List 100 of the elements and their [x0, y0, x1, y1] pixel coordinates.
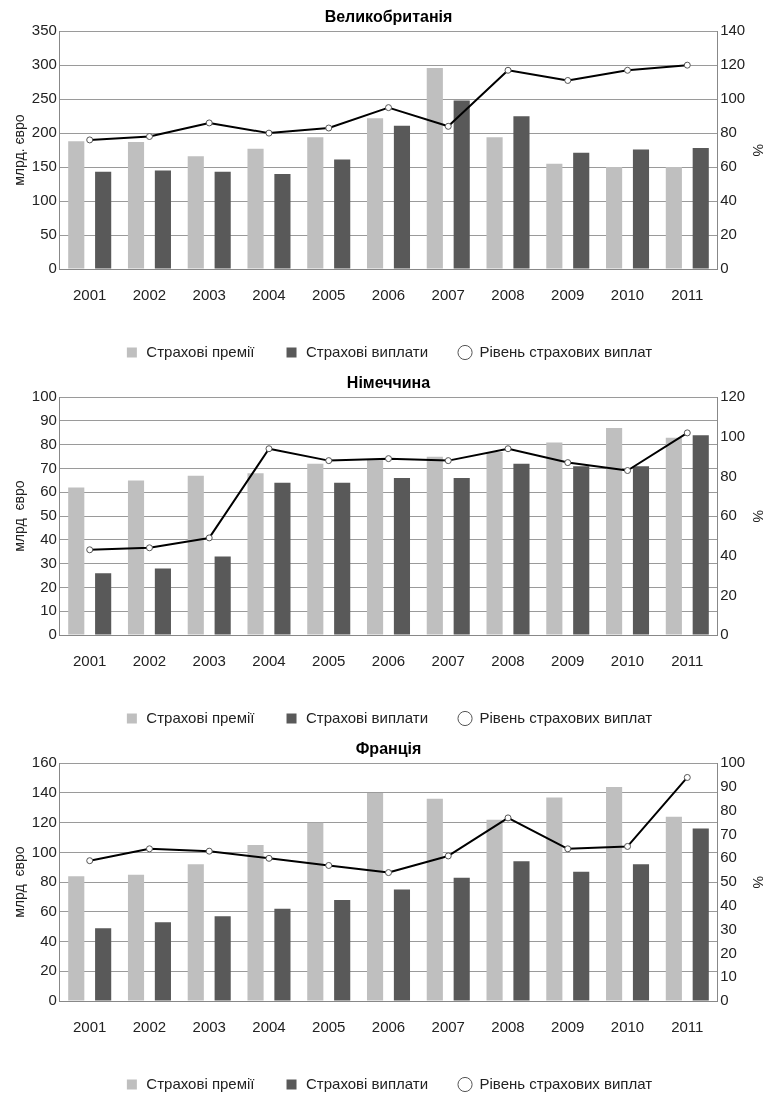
y-tick-label: 70 — [40, 458, 57, 476]
bar — [573, 466, 590, 635]
x-tick-label: 2003 — [192, 1018, 226, 1036]
y-tick-label: 40 — [40, 530, 57, 548]
x-tick-label: 2005 — [312, 1018, 346, 1036]
bar — [393, 889, 411, 1001]
bar — [632, 149, 650, 269]
x-tick-label: 2006 — [371, 286, 406, 304]
bar — [274, 908, 291, 1001]
bar — [546, 797, 563, 1001]
bar — [127, 141, 145, 269]
x-tick-label: 2009 — [551, 286, 585, 304]
y2-tick-label: 120 — [720, 387, 746, 405]
bar — [393, 125, 411, 269]
bar — [692, 828, 709, 1001]
y2-tick-label: 140 — [720, 21, 746, 39]
y-axis-title: млрд євро — [11, 480, 28, 552]
bar — [68, 141, 85, 269]
x-tick-label: 2004 — [252, 286, 286, 304]
bar — [307, 137, 324, 269]
y2-tick-label: 40 — [720, 191, 737, 209]
bar — [453, 478, 470, 635]
y2-tick-label: 90 — [720, 777, 737, 795]
y2-axis-title: % — [749, 143, 766, 157]
bar — [606, 167, 623, 269]
y-tick-label: 20 — [40, 961, 57, 979]
bar — [546, 442, 563, 635]
x-tick-label: 2006 — [371, 1018, 406, 1036]
y2-tick-label: 100 — [720, 89, 746, 107]
x-tick-label: 2007 — [431, 1018, 465, 1036]
legend-label: Страхові премії — [146, 1074, 256, 1092]
y2-tick-label: 20 — [720, 225, 737, 243]
y-tick-label: 50 — [40, 225, 57, 243]
x-tick-label: 2007 — [431, 286, 465, 304]
bar — [307, 822, 324, 1001]
x-tick-label: 2011 — [671, 1018, 704, 1036]
y-tick-label: 250 — [31, 89, 57, 107]
legend-label: Страхові виплати — [306, 1074, 429, 1092]
y2-tick-label: 70 — [720, 824, 737, 842]
bar — [334, 159, 351, 269]
bar — [95, 928, 112, 1001]
chart-title: Франція — [355, 740, 422, 758]
legend-label: Страхові виплати — [306, 708, 429, 726]
y-tick-label: 140 — [31, 783, 57, 801]
bar — [632, 864, 650, 1001]
y-tick-label: 150 — [31, 157, 57, 175]
x-tick-label: 2008 — [491, 652, 525, 670]
y-tick-label: 40 — [40, 931, 57, 949]
y2-tick-label: 0 — [720, 259, 729, 277]
y-tick-label: 80 — [40, 872, 57, 890]
y-tick-label: 80 — [40, 434, 57, 452]
y2-tick-label: 40 — [720, 545, 737, 563]
x-tick-label: 2001 — [73, 286, 107, 304]
y-axis-title: млрд євро — [11, 846, 28, 918]
y2-tick-label: 60 — [720, 848, 737, 866]
bar — [513, 116, 530, 269]
y2-tick-label: 50 — [720, 872, 737, 890]
bar — [665, 437, 682, 635]
y-tick-label: 160 — [31, 753, 57, 771]
bar — [214, 556, 231, 635]
x-tick-label: 2009 — [551, 1018, 585, 1036]
bar — [486, 819, 503, 1001]
y2-tick-label: 100 — [720, 753, 746, 771]
y-tick-label: 0 — [48, 991, 57, 1009]
legend-label: Страхові премії — [146, 342, 256, 360]
bar — [366, 459, 384, 635]
bar — [187, 156, 204, 269]
x-tick-label: 2007 — [431, 652, 465, 670]
bar — [606, 786, 623, 1001]
bar — [247, 844, 264, 1001]
x-tick-label: 2001 — [73, 652, 107, 670]
x-tick-label: 2004 — [252, 1018, 286, 1036]
y-tick-label: 30 — [40, 553, 57, 571]
y2-tick-label: 100 — [720, 426, 746, 444]
y2-axis-title: % — [749, 875, 766, 889]
bar — [453, 100, 470, 269]
x-tick-label: 2003 — [192, 286, 226, 304]
y-tick-label: 100 — [31, 842, 57, 860]
chart-title: Великобританія — [324, 8, 453, 26]
bar — [334, 482, 351, 635]
bar — [632, 466, 650, 635]
bar — [274, 482, 291, 635]
bar — [187, 864, 204, 1001]
x-tick-label: 2005 — [312, 652, 346, 670]
bar — [573, 152, 590, 269]
y-tick-label: 0 — [48, 625, 57, 643]
x-tick-label: 2004 — [252, 652, 286, 670]
y-tick-label: 10 — [40, 601, 57, 619]
y-tick-label: 90 — [40, 411, 57, 429]
bar — [606, 428, 623, 635]
bar — [453, 877, 470, 1001]
y2-tick-label: 20 — [720, 943, 737, 961]
y2-tick-label: 40 — [720, 896, 737, 914]
y-tick-label: 100 — [31, 387, 57, 405]
legend-label: Рівень страхових виплат — [479, 1074, 653, 1092]
y2-tick-label: 60 — [720, 506, 737, 524]
bar — [127, 480, 145, 635]
bar — [154, 922, 171, 1001]
legend-label: Страхові премії — [146, 708, 256, 726]
x-tick-label: 2009 — [551, 652, 585, 670]
